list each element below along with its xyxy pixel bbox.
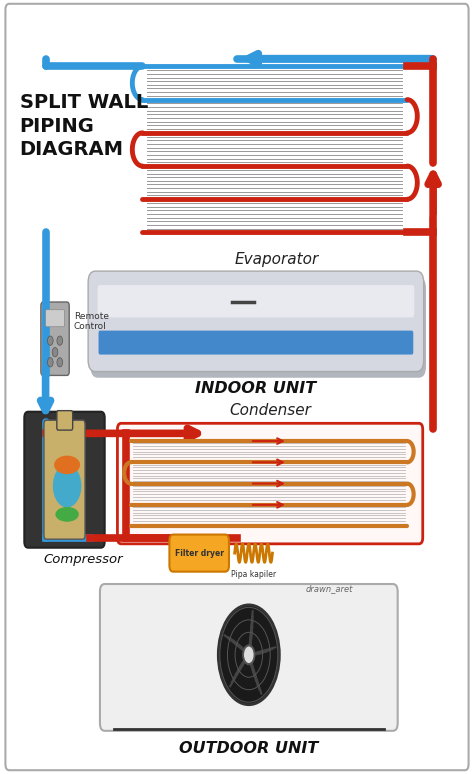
Ellipse shape [55,507,79,522]
Circle shape [219,604,279,704]
Text: Filter dryer: Filter dryer [175,549,224,557]
Text: drawn_aret: drawn_aret [305,584,353,593]
Ellipse shape [54,456,80,474]
FancyBboxPatch shape [24,412,105,548]
Text: Pipa kapiler: Pipa kapiler [231,570,276,579]
FancyBboxPatch shape [118,423,423,544]
Circle shape [47,336,53,345]
FancyBboxPatch shape [41,302,69,375]
Circle shape [57,358,63,367]
Circle shape [243,646,255,664]
Circle shape [57,336,63,345]
Text: OUTDOOR UNIT: OUTDOOR UNIT [179,741,319,756]
FancyBboxPatch shape [169,535,229,572]
FancyBboxPatch shape [46,310,64,327]
Circle shape [47,358,53,367]
FancyBboxPatch shape [91,277,426,378]
FancyBboxPatch shape [57,411,73,430]
FancyBboxPatch shape [99,330,413,354]
Text: Compressor: Compressor [44,553,123,566]
FancyBboxPatch shape [98,285,414,317]
Circle shape [52,348,58,357]
FancyBboxPatch shape [100,584,398,731]
Text: Evaporator: Evaporator [235,252,319,267]
FancyBboxPatch shape [88,271,424,372]
FancyBboxPatch shape [44,420,85,539]
Text: Remote
Control: Remote Control [74,312,109,331]
Text: INDOOR UNIT: INDOOR UNIT [195,381,317,396]
Text: Condenser: Condenser [229,403,311,418]
Ellipse shape [53,464,82,508]
FancyBboxPatch shape [5,4,469,770]
Text: SPLIT WALL
PIPING
DIAGRAM: SPLIT WALL PIPING DIAGRAM [19,94,148,159]
